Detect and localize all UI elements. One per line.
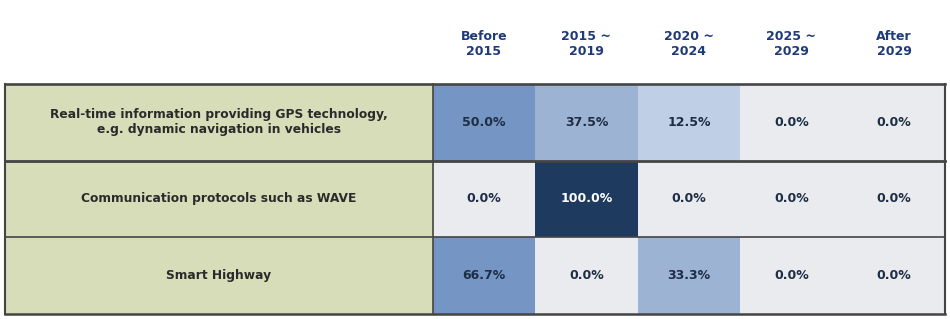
Text: 2025 ~
2029: 2025 ~ 2029: [767, 30, 816, 58]
Text: 12.5%: 12.5%: [667, 115, 711, 129]
Text: 0.0%: 0.0%: [774, 192, 808, 205]
Bar: [5, 160, 432, 237]
Bar: [740, 237, 843, 314]
Bar: [535, 160, 637, 237]
Bar: [637, 160, 740, 237]
Bar: [535, 237, 637, 314]
Bar: [637, 237, 740, 314]
Bar: [5, 84, 432, 160]
Bar: [740, 84, 843, 160]
Text: 0.0%: 0.0%: [672, 192, 707, 205]
Bar: [432, 84, 535, 160]
Text: 2015 ~
2019: 2015 ~ 2019: [561, 30, 612, 58]
Text: Real-time information providing GPS technology,
e.g. dynamic navigation in vehic: Real-time information providing GPS tech…: [49, 108, 388, 136]
Text: After
2029: After 2029: [876, 30, 912, 58]
Text: Before
2015: Before 2015: [461, 30, 507, 58]
Bar: [5, 237, 432, 314]
Text: 0.0%: 0.0%: [466, 192, 502, 205]
Bar: [535, 84, 637, 160]
Text: Communication protocols such as WAVE: Communication protocols such as WAVE: [81, 192, 356, 205]
Bar: [740, 160, 843, 237]
Bar: [432, 160, 535, 237]
Text: 0.0%: 0.0%: [774, 115, 808, 129]
Bar: [432, 237, 535, 314]
Bar: [843, 84, 945, 160]
Text: 0.0%: 0.0%: [877, 269, 911, 282]
Bar: [843, 160, 945, 237]
Text: 66.7%: 66.7%: [463, 269, 505, 282]
Text: Smart Highway: Smart Highway: [166, 269, 272, 282]
Text: 33.3%: 33.3%: [668, 269, 711, 282]
Text: 0.0%: 0.0%: [569, 269, 604, 282]
Bar: [637, 84, 740, 160]
Text: 37.5%: 37.5%: [564, 115, 608, 129]
Bar: [843, 237, 945, 314]
Text: 2020 ~
2024: 2020 ~ 2024: [664, 30, 714, 58]
Text: 100.0%: 100.0%: [560, 192, 613, 205]
Text: 0.0%: 0.0%: [774, 269, 808, 282]
Text: 0.0%: 0.0%: [877, 192, 911, 205]
Text: 50.0%: 50.0%: [463, 115, 505, 129]
Text: 0.0%: 0.0%: [877, 115, 911, 129]
